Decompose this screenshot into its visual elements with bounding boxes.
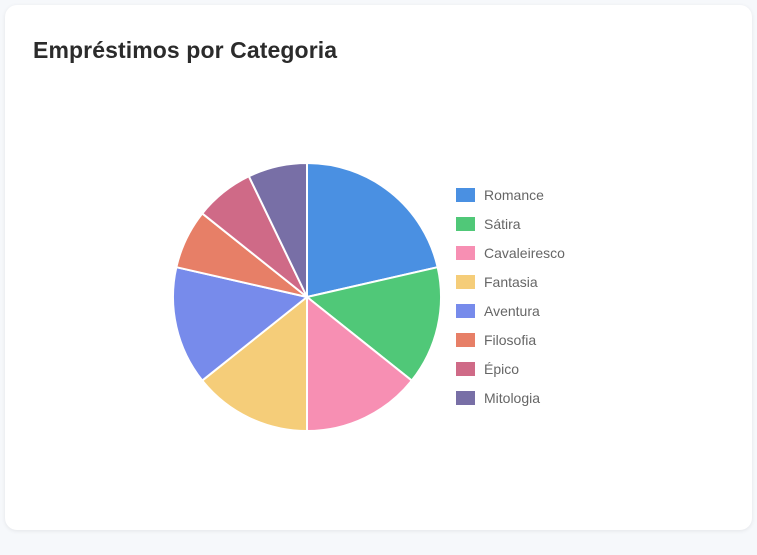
legend-label: Aventura <box>484 303 540 319</box>
pie-slice-romance[interactable] <box>306 161 439 299</box>
pie-slice-cavaleiresco[interactable] <box>306 294 414 433</box>
legend-item[interactable]: Sátira <box>456 216 521 232</box>
pie-slices <box>172 161 442 433</box>
legend-item[interactable]: Aventura <box>456 303 540 319</box>
legend-label: Sátira <box>484 216 521 232</box>
card-title: Empréstimos por Categoria <box>33 37 338 63</box>
legend-swatch <box>456 188 475 202</box>
pie-slice-sátira[interactable] <box>304 265 442 382</box>
legend-label: Mitologia <box>484 390 540 406</box>
pie-slice-fantasia[interactable] <box>200 294 308 433</box>
legend-item[interactable]: Épico <box>456 361 519 377</box>
chart-legend: Romance Sátira Cavaleiresco Fantasia Aventur… <box>456 187 565 406</box>
legend-label: Fantasia <box>484 274 538 290</box>
legend-swatch <box>456 217 475 231</box>
legend-label: Épico <box>484 361 519 377</box>
legend-label: Cavaleiresco <box>484 245 565 261</box>
legend-item[interactable]: Mitologia <box>456 390 540 406</box>
legend-swatch <box>456 391 475 405</box>
legend-swatch <box>456 304 475 318</box>
pie-slice-mitologia[interactable] <box>247 161 308 298</box>
legend-label: Filosofia <box>484 332 536 348</box>
chart-card: Empréstimos por Categoria Romance Sátira C… <box>5 5 752 530</box>
legend-item[interactable]: Filosofia <box>456 332 536 348</box>
legend-item[interactable]: Romance <box>456 187 544 203</box>
legend-item[interactable]: Fantasia <box>456 274 538 290</box>
legend-label: Romance <box>484 187 544 203</box>
legend-swatch <box>456 333 475 347</box>
legend-swatch <box>456 275 475 289</box>
legend-item[interactable]: Cavaleiresco <box>456 245 565 261</box>
pie-slice-aventura[interactable] <box>172 265 310 382</box>
pie-chart: Romance Sátira Cavaleiresco Fantasia Aventur… <box>172 161 565 433</box>
legend-swatch <box>456 246 475 260</box>
legend-swatch <box>456 362 475 376</box>
